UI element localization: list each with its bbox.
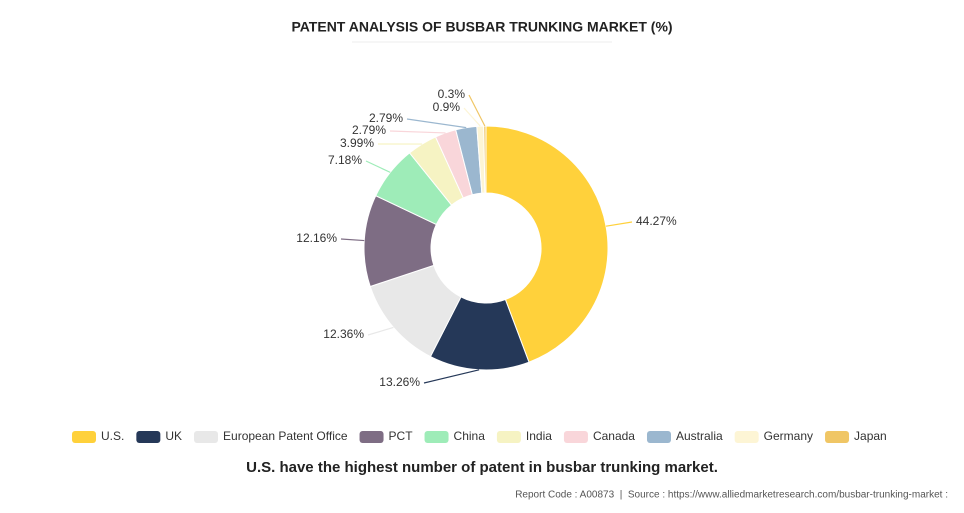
- legend-swatch: [563, 431, 588, 443]
- legend-swatch: [496, 431, 521, 443]
- leader-line: [605, 221, 633, 227]
- legend-label: UK: [165, 429, 182, 443]
- data-label: 7.18%: [328, 153, 362, 167]
- leader-line: [365, 160, 391, 173]
- leader-line: [423, 369, 480, 384]
- source: Report Code : A00873 | Source : https://…: [515, 490, 948, 501]
- legend-label: Australia: [676, 429, 723, 443]
- leader-line: [340, 238, 365, 242]
- data-label: 0.3%: [438, 87, 466, 101]
- legend-label: Canada: [593, 429, 635, 443]
- leader-line: [406, 118, 467, 129]
- legend-swatch: [424, 431, 449, 443]
- legend-swatch: [825, 431, 850, 443]
- data-label: 12.36%: [323, 327, 364, 341]
- legend-label: India: [526, 429, 552, 443]
- leader-line: [367, 326, 394, 336]
- data-label: 12.16%: [296, 231, 337, 245]
- data-label: 44.27%: [636, 214, 677, 228]
- chart-title: PATENT ANALYSIS OF BUSBAR TRUNKING MARKE…: [291, 19, 672, 35]
- legend-label: European Patent Office: [223, 429, 348, 443]
- leader-line: [389, 130, 446, 134]
- legend-swatch: [72, 431, 96, 443]
- data-label: 2.79%: [369, 111, 403, 125]
- legend-swatch: [359, 431, 384, 443]
- legend-swatch: [734, 431, 759, 443]
- data-label: 13.26%: [379, 375, 420, 389]
- leader-line: [468, 94, 486, 127]
- legend-label: Japan: [854, 429, 887, 443]
- legend-swatch: [646, 431, 671, 443]
- legend-swatch: [194, 431, 219, 443]
- legend-label: PCT: [389, 429, 414, 443]
- data-label: 0.9%: [433, 100, 461, 114]
- leader-line: [463, 107, 481, 127]
- legend-label: Germany: [764, 429, 813, 443]
- subtitle: U.S. have the highest number of patent i…: [246, 459, 718, 476]
- legend-label: China: [454, 429, 486, 443]
- legend-label: U.S.: [101, 429, 124, 443]
- slice: [485, 125, 609, 363]
- legend-swatch: [136, 431, 161, 443]
- data-label: 2.79%: [352, 123, 386, 137]
- data-label: 3.99%: [340, 136, 374, 150]
